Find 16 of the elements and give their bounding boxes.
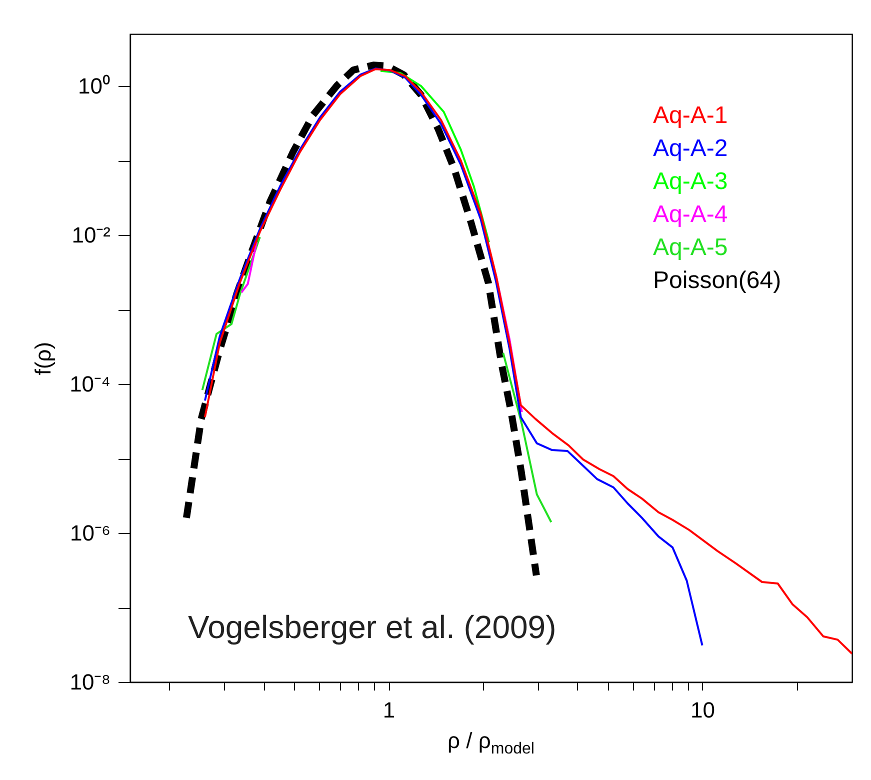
y-tick-label: 10⁻⁶ <box>70 520 110 546</box>
y-tick-label: 10⁻² <box>72 222 110 248</box>
y-tick-label: 10⁻⁸ <box>70 670 110 694</box>
x-tick-label: 10 <box>690 698 716 722</box>
x-tick-label: 1 <box>382 698 396 722</box>
text: Aq-A-3 <box>653 168 728 195</box>
text: Poisson(64) <box>653 267 782 294</box>
text: Aq-A-1 <box>653 102 728 129</box>
y-axis-title: f(ρ) <box>30 342 56 376</box>
text: Aq-A-2 <box>653 135 728 162</box>
y-tick-label: 10⁰ <box>78 74 110 99</box>
text: Aq-A-4 <box>653 201 728 228</box>
text: Aq-A-5 <box>653 234 728 261</box>
y-tick-label: 10⁻⁴ <box>70 372 110 397</box>
annotation: Vogelsberger et al. (2009) <box>188 609 556 645</box>
x-axis-title: ρ / ρ$_{model}$ <box>446 728 536 758</box>
